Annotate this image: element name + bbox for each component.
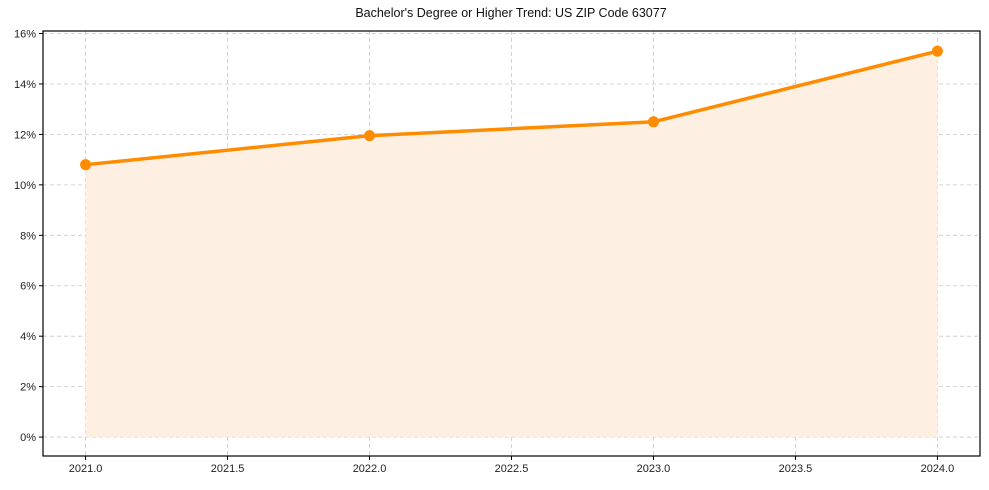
y-tick-label: 12% [14,129,36,141]
x-tick-label: 2023.0 [637,463,671,475]
y-tick-label: 8% [20,230,36,242]
y-tick-label: 2% [20,382,36,394]
data-point-marker [80,159,92,171]
y-tick-label: 4% [20,331,36,343]
data-point-marker [931,45,943,57]
x-tick-label: 2021.5 [211,463,245,475]
y-tick-label: 6% [20,281,36,293]
y-tick-label: 14% [14,79,36,91]
y-axis: 0% 2% 4% 6% 8% 10% 12% 14% 16% [14,29,43,444]
x-tick-label: 2022.5 [495,463,529,475]
data-line [83,49,940,167]
x-tick-label: 2024.0 [921,463,955,475]
x-tick-label: 2022.0 [353,463,387,475]
data-markers [80,45,943,171]
data-point-marker [647,116,659,128]
y-tick-label: 16% [14,29,36,41]
y-tick-label: 10% [14,180,36,192]
x-tick-label: 2023.5 [779,463,813,475]
chart-title: Bachelor's Degree or Higher Trend: US ZI… [355,6,667,20]
y-tick-label: 0% [20,432,36,444]
x-axis: 2021.0 2021.5 2022.0 2022.5 2023.0 2023.5 2024… [69,456,954,475]
area-fill [85,51,938,438]
data-point-marker [364,130,376,142]
x-tick-label: 2021.0 [69,463,103,475]
